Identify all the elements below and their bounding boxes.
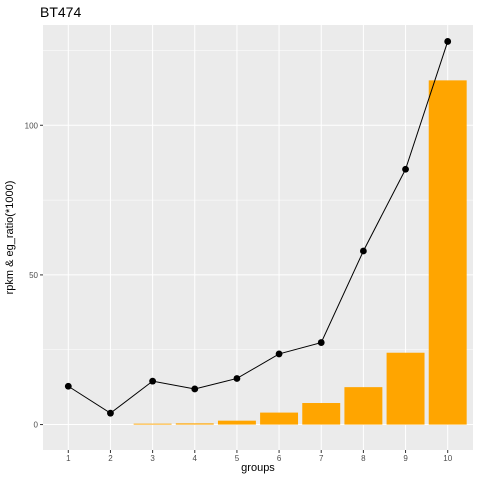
x-tick-label: 2	[108, 454, 113, 463]
line-series	[64, 38, 452, 417]
data-point	[317, 339, 325, 346]
x-tick-labels: 1 2 3 4 5 6 7 8 9 10	[66, 454, 453, 463]
data-point	[107, 409, 114, 417]
bar	[260, 412, 299, 425]
x-tick-label: 7	[319, 454, 324, 463]
data-point	[444, 38, 452, 45]
bar	[302, 403, 341, 425]
data-point	[359, 247, 367, 255]
data-point	[149, 377, 157, 385]
x-tick-label: 8	[361, 454, 366, 463]
bar	[344, 387, 383, 425]
series-line	[68, 41, 449, 414]
x-tick-label: 4	[193, 454, 198, 463]
x-axis-title: groups	[241, 462, 275, 474]
bar	[133, 423, 172, 425]
chart-title: BT474	[40, 4, 81, 20]
data-point	[64, 382, 72, 390]
x-tick-label: 9	[403, 454, 408, 463]
grid-minor	[43, 50, 473, 350]
data-point	[191, 385, 199, 393]
bar	[428, 80, 467, 425]
y-tick-label: 100	[25, 121, 39, 130]
x-tick-label: 3	[150, 454, 155, 463]
bar	[217, 420, 256, 425]
data-point	[275, 350, 283, 358]
bar	[175, 423, 214, 425]
x-tick-label: 1	[66, 454, 71, 463]
y-tick-labels: 0 50 100	[25, 121, 39, 429]
y-axis-title: rpkm & eg_ratio(*1000)	[4, 181, 16, 295]
y-tick-label: 50	[29, 271, 38, 280]
bar	[386, 352, 425, 425]
bars	[49, 80, 467, 425]
axis-ticks	[40, 124, 449, 453]
x-tick-label: 5	[235, 454, 240, 463]
data-point	[402, 165, 409, 173]
data-point	[233, 375, 241, 382]
y-tick-label: 0	[34, 421, 39, 430]
x-tick-label: 6	[277, 454, 282, 463]
x-tick-label: 10	[443, 454, 452, 463]
